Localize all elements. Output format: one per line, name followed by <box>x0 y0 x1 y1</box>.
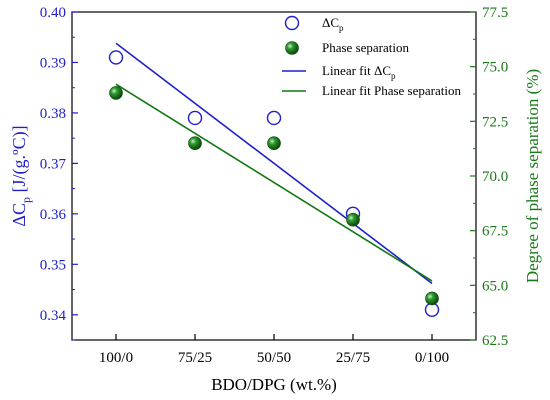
legend-label: Linear fit ΔCp <box>322 63 396 81</box>
linear-fit-phase-line <box>115 83 433 282</box>
x-axis: 100/0 75/25 50/50 25/75 0/100 <box>99 334 449 366</box>
phase-separation-point <box>346 212 360 227</box>
plot-frame <box>71 11 477 341</box>
phase-separation-point <box>188 136 202 150</box>
left-tick-label: 0.34 <box>40 308 67 324</box>
fit-lines <box>115 42 433 285</box>
phase-separation-point <box>425 291 439 306</box>
data-points <box>108 50 440 317</box>
dcp-point <box>266 110 282 126</box>
x-axis-label: BDO/DPG (wt.%) <box>211 375 337 394</box>
left-tick-label: 0.38 <box>40 106 66 122</box>
phase-separation-point <box>109 86 123 100</box>
left-axis: 0.34 0.35 0.36 0.37 0.38 0.39 0.40 <box>40 5 78 341</box>
right-tick-label: 67.5 <box>482 224 508 240</box>
right-axis-label: Degree of phase separation (%) <box>523 69 542 283</box>
left-tick-label: 0.39 <box>40 55 66 71</box>
left-tick-label: 0.35 <box>40 257 66 273</box>
legend-label: Phase separation <box>322 40 410 55</box>
x-tick-label: 75/25 <box>178 350 212 366</box>
left-axis-label: ΔCp [J/(g.ºC)] <box>9 125 33 226</box>
x-tick-label: 25/75 <box>336 350 370 366</box>
x-tick-label: 100/0 <box>99 350 133 366</box>
left-tick-label: 0.40 <box>40 5 66 21</box>
dcp-point <box>108 50 124 65</box>
x-tick-label: 0/100 <box>415 350 449 366</box>
left-tick-label: 0.36 <box>40 207 67 223</box>
right-tick-label: 75.0 <box>482 60 508 76</box>
right-tick-label: 77.5 <box>482 5 508 21</box>
x-tick-label: 50/50 <box>257 350 291 366</box>
left-tick-label: 0.37 <box>40 156 67 172</box>
right-tick-label: 65.0 <box>482 278 508 294</box>
phase-separation-point <box>267 136 281 150</box>
right-tick-label: 72.5 <box>482 114 508 130</box>
legend-dcp-marker <box>284 15 300 31</box>
dcp-point <box>187 110 203 126</box>
legend-label: Linear fit Phase separation <box>322 83 461 98</box>
legend: ΔCp Phase separation Linear fit ΔCp Linear … <box>282 15 461 98</box>
legend-phase-marker <box>285 41 299 55</box>
legend-label: ΔCp <box>322 15 344 33</box>
right-tick-label: 70.0 <box>482 169 508 185</box>
right-tick-label: 62.5 <box>482 333 508 349</box>
linear-fit-dcp-line <box>115 42 433 285</box>
right-axis: 62.5 65.0 67.5 70.0 72.5 75.0 77.5 <box>470 5 508 349</box>
